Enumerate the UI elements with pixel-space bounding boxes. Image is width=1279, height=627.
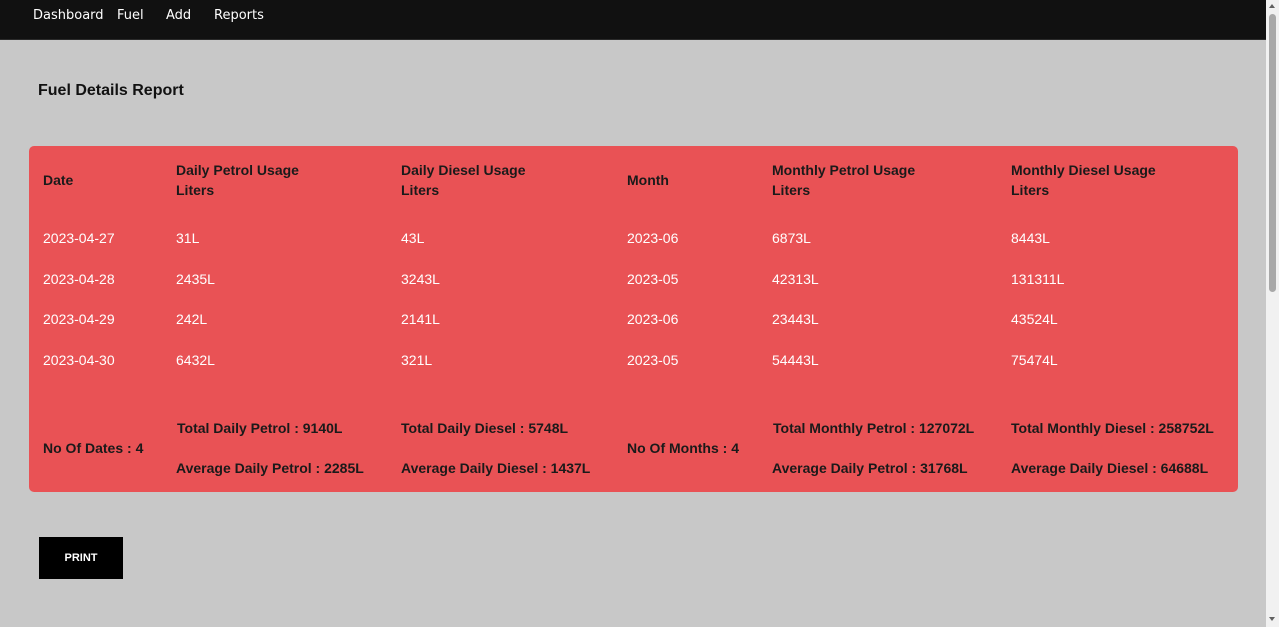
cell-daily-diesel: 321L	[401, 352, 433, 368]
summary-average-monthly-petrol: Average Daily Petrol : 31768L	[772, 460, 968, 476]
nav-fuel-link[interactable]: Fuel	[117, 8, 144, 23]
page-title: Fuel Details Report	[38, 82, 184, 99]
header-month: Month	[627, 172, 669, 188]
cell-monthly-petrol: 42313L	[772, 271, 819, 287]
cell-date: 2023-04-28	[43, 271, 115, 287]
scroll-down-arrow-icon[interactable]	[1269, 617, 1275, 621]
vertical-scrollbar[interactable]	[1266, 0, 1279, 627]
header-date: Date	[43, 172, 74, 188]
fuel-report-table: Date Daily Petrol Usage Liters Daily Die…	[29, 146, 1238, 492]
print-button[interactable]: PRINT	[39, 537, 123, 579]
scrollbar-thumb[interactable]	[1269, 14, 1276, 292]
cell-monthly-diesel: 8443L	[1011, 230, 1050, 246]
summary-no-of-months: No Of Months : 4	[627, 440, 739, 456]
cell-monthly-diesel: 131311L	[1011, 271, 1065, 287]
header-monthly-petrol-unit: Liters	[772, 182, 811, 198]
header-daily-petrol-label: Daily Petrol Usage	[176, 162, 299, 178]
nav-dashboard-link[interactable]: Dashboard	[33, 8, 104, 23]
scroll-up-arrow-icon[interactable]	[1269, 4, 1275, 8]
summary-no-of-dates: No Of Dates : 4	[43, 440, 144, 456]
header-monthly-diesel-label: Monthly Diesel Usage	[1011, 162, 1156, 178]
summary-total-daily-diesel: Total Daily Diesel : 5748L	[401, 420, 569, 436]
header-daily-petrol-unit: Liters	[176, 182, 215, 198]
header-daily-diesel: Daily Diesel Usage Liters	[401, 160, 526, 200]
cell-daily-petrol: 242L	[176, 311, 208, 327]
cell-daily-diesel: 43L	[401, 230, 425, 246]
cell-month: 2023-06	[627, 230, 679, 246]
cell-daily-petrol: 2435L	[176, 271, 215, 287]
header-monthly-petrol: Monthly Petrol Usage Liters	[772, 160, 915, 200]
header-daily-petrol: Daily Petrol Usage Liters	[176, 160, 299, 200]
cell-monthly-diesel: 43524L	[1011, 311, 1058, 327]
cell-month: 2023-05	[627, 352, 679, 368]
nav-add-link[interactable]: Add	[166, 8, 192, 23]
header-daily-diesel-unit: Liters	[401, 182, 440, 198]
header-monthly-diesel: Monthly Diesel Usage Liters	[1011, 160, 1156, 200]
cell-daily-diesel: 3243L	[401, 271, 440, 287]
header-daily-diesel-label: Daily Diesel Usage	[401, 162, 526, 178]
cell-monthly-petrol: 6873L	[772, 230, 811, 246]
header-monthly-petrol-label: Monthly Petrol Usage	[772, 162, 916, 178]
cell-daily-petrol: 31L	[176, 230, 200, 246]
summary-total-daily-petrol: Total Daily Petrol : 9140L	[177, 420, 343, 436]
cell-month: 2023-06	[627, 311, 679, 327]
summary-average-daily-petrol: Average Daily Petrol : 2285L	[176, 460, 364, 476]
cell-monthly-petrol: 54443L	[772, 352, 819, 368]
cell-daily-diesel: 2141L	[401, 311, 440, 327]
cell-daily-petrol: 6432L	[176, 352, 215, 368]
summary-total-monthly-diesel: Total Monthly Diesel : 258752L	[1011, 420, 1214, 436]
summary-average-daily-diesel: Average Daily Diesel : 1437L	[401, 460, 591, 476]
cell-date: 2023-04-27	[43, 230, 115, 246]
summary-average-monthly-diesel: Average Daily Diesel : 64688L	[1011, 460, 1209, 476]
cell-month: 2023-05	[627, 271, 679, 287]
header-monthly-diesel-unit: Liters	[1011, 182, 1050, 198]
cell-date: 2023-04-30	[43, 352, 115, 368]
cell-date: 2023-04-29	[43, 311, 115, 327]
top-navbar: Dashboard Fuel Add Reports	[0, 0, 1279, 40]
cell-monthly-diesel: 75474L	[1011, 352, 1058, 368]
summary-total-monthly-petrol: Total Monthly Petrol : 127072L	[773, 420, 975, 436]
cell-monthly-petrol: 23443L	[772, 311, 819, 327]
nav-reports-link[interactable]: Reports	[214, 8, 264, 23]
